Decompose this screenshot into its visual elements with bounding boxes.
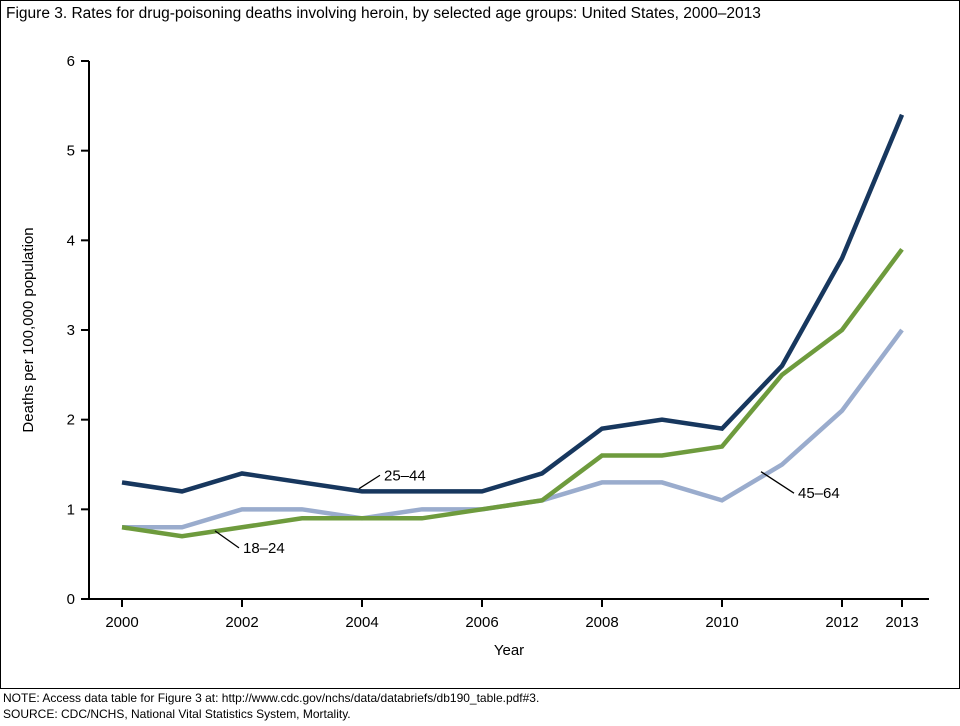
annotation-label-25-44: 25–44 — [384, 467, 426, 484]
note-line: NOTE: Access data table for Figure 3 at:… — [3, 691, 540, 705]
x-tick-label: 2013 — [885, 614, 918, 631]
annotation-label-45-64: 45–64 — [798, 485, 840, 502]
annotation-leader-45-64 — [760, 471, 795, 494]
figure-title: Figure 3. Rates for drug-poisoning death… — [6, 5, 761, 22]
figure-container: Figure 3. Rates for drug-poisoning death… — [0, 0, 960, 689]
y-tick-label: 3 — [67, 322, 75, 339]
x-tick-label: 2002 — [225, 614, 258, 631]
x-tick-label: 2004 — [345, 614, 378, 631]
series-line-25-44 — [121, 113, 905, 494]
y-tick-label: 5 — [67, 143, 75, 160]
x-tick-label: 2006 — [465, 614, 498, 631]
x-tick-label: 2010 — [705, 614, 738, 631]
x-tick-label: 2008 — [585, 614, 618, 631]
chart-svg: 0 1 2 3 4 5 6 2000 2002 2004 2006 2008 2010 2012 2013 Y… — [20, 53, 929, 659]
y-axis-title: Deaths per 100,000 population — [20, 227, 37, 432]
y-tick-label: 6 — [67, 53, 75, 70]
y-tick-label: 2 — [67, 412, 75, 429]
x-tick-label: 2000 — [105, 614, 138, 631]
x-tick-label: 2012 — [825, 614, 858, 631]
x-axis-title: Year — [494, 642, 524, 659]
source-line: SOURCE: CDC/NCHS, National Vital Statist… — [3, 706, 351, 721]
annotation-leader-25-44 — [358, 474, 381, 490]
figure-notes: NOTE: Access data table for Figure 3 at:… — [3, 691, 539, 722]
annotation-leader-18-24 — [214, 530, 240, 549]
annotation-label-18-24: 18–24 — [243, 540, 285, 557]
y-tick-label: 0 — [67, 591, 75, 608]
series-line-18-24 — [121, 247, 904, 539]
y-tick-label: 4 — [67, 232, 75, 249]
y-tick-label: 1 — [67, 501, 75, 518]
